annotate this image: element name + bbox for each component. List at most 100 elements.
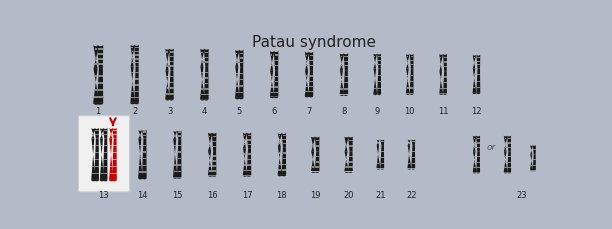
Bar — [170, 65, 174, 67]
Bar — [104, 152, 107, 153]
Bar — [205, 77, 209, 79]
Polygon shape — [208, 151, 212, 177]
Polygon shape — [340, 70, 345, 96]
Bar — [444, 57, 447, 58]
Text: 21: 21 — [375, 191, 386, 201]
Bar — [444, 76, 447, 78]
Bar — [474, 167, 476, 168]
Bar — [139, 135, 141, 136]
Polygon shape — [305, 71, 310, 97]
Polygon shape — [373, 53, 377, 69]
Bar — [92, 134, 94, 135]
Polygon shape — [345, 152, 349, 173]
Polygon shape — [504, 135, 507, 151]
Bar — [477, 167, 480, 168]
Bar — [344, 88, 348, 90]
Bar — [378, 56, 381, 57]
Bar — [95, 152, 99, 153]
Text: 11: 11 — [438, 107, 449, 116]
Text: 12: 12 — [471, 107, 482, 116]
Bar — [275, 55, 278, 56]
Text: 1: 1 — [95, 107, 101, 116]
Bar — [274, 60, 278, 61]
Bar — [95, 89, 97, 91]
Polygon shape — [439, 54, 443, 71]
Bar — [349, 156, 353, 157]
Bar — [174, 135, 176, 137]
Polygon shape — [200, 48, 205, 67]
Bar — [282, 158, 286, 159]
Text: 18: 18 — [277, 191, 287, 201]
Polygon shape — [200, 67, 205, 101]
Bar — [103, 134, 108, 135]
Polygon shape — [169, 71, 174, 101]
Bar — [505, 142, 506, 144]
Bar — [103, 166, 108, 167]
Bar — [170, 93, 174, 95]
Text: 7: 7 — [307, 107, 312, 116]
Bar — [381, 157, 384, 158]
Bar — [113, 152, 117, 153]
Bar — [240, 53, 244, 54]
Bar — [407, 60, 408, 61]
Bar — [94, 96, 98, 98]
Bar — [247, 170, 251, 171]
Bar — [309, 86, 313, 87]
Polygon shape — [476, 68, 480, 94]
Bar — [103, 159, 107, 160]
Polygon shape — [530, 154, 533, 171]
Bar — [113, 134, 117, 135]
Polygon shape — [100, 128, 105, 139]
Bar — [504, 147, 507, 148]
Bar — [345, 56, 348, 57]
Polygon shape — [177, 139, 182, 179]
Polygon shape — [165, 48, 170, 71]
Polygon shape — [93, 69, 99, 105]
Bar — [344, 60, 348, 62]
Bar — [341, 76, 342, 77]
Polygon shape — [533, 154, 536, 171]
Bar — [377, 163, 379, 164]
Bar — [135, 85, 139, 86]
Polygon shape — [472, 68, 476, 94]
Polygon shape — [243, 132, 247, 148]
Bar — [312, 166, 315, 168]
Bar — [444, 82, 447, 83]
Bar — [378, 81, 381, 82]
Bar — [283, 135, 286, 136]
Bar — [440, 66, 442, 67]
Polygon shape — [142, 139, 147, 179]
Bar — [473, 64, 476, 65]
Polygon shape — [97, 69, 103, 105]
Bar — [209, 170, 212, 172]
Bar — [507, 167, 511, 168]
Bar — [440, 88, 442, 89]
Polygon shape — [278, 133, 282, 147]
Bar — [143, 158, 146, 159]
Bar — [508, 142, 511, 144]
Polygon shape — [343, 53, 348, 70]
Bar — [244, 139, 245, 141]
Bar — [474, 142, 475, 144]
Bar — [113, 173, 117, 174]
Bar — [170, 76, 174, 77]
Polygon shape — [112, 128, 117, 139]
Bar — [534, 159, 536, 160]
Polygon shape — [439, 71, 443, 95]
Bar — [135, 58, 139, 60]
Bar — [132, 85, 133, 86]
Bar — [315, 145, 319, 147]
Bar — [316, 156, 319, 157]
Bar — [247, 159, 251, 160]
Polygon shape — [247, 148, 252, 177]
Bar — [212, 165, 216, 167]
Text: 16: 16 — [207, 191, 217, 201]
Bar — [95, 159, 99, 160]
Bar — [381, 141, 384, 142]
Bar — [341, 60, 342, 62]
Bar — [204, 88, 209, 90]
Polygon shape — [530, 145, 533, 154]
Text: 23: 23 — [517, 191, 528, 201]
Bar — [247, 164, 251, 166]
Bar — [474, 162, 475, 163]
